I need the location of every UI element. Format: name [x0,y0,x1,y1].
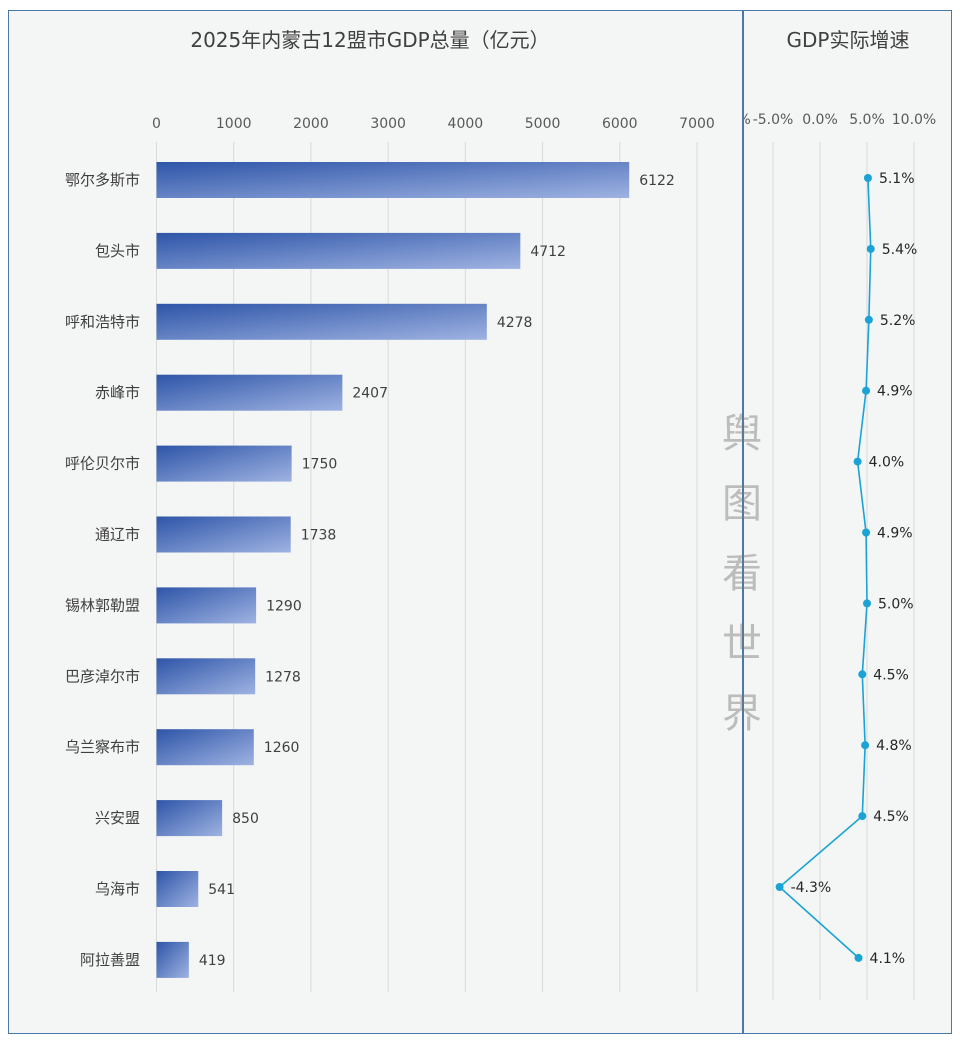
category-label: 包头市 [95,242,140,260]
data-label: 4.5% [873,809,909,825]
x-tick-label: 4000 [448,116,484,132]
gdp-total-chart-title: 2025年内蒙古12盟市GDP总量（亿元） [190,28,550,52]
data-point [858,670,867,679]
x-tick-label: -5.0% [753,112,794,128]
data-point [864,315,873,324]
data-point [775,883,784,891]
category-label: 乌兰察布市 [65,738,140,756]
watermark-char: 界 [722,691,762,737]
watermark-char: 舆 [722,411,762,457]
x-tick-label: 2000 [293,116,329,132]
category-label: 锡林郭勒盟 [65,596,140,614]
data-point [863,174,872,182]
bar [156,729,254,766]
watermark-char: 图 [722,481,762,527]
x-tick-label: 3000 [370,116,406,132]
bar [156,374,343,411]
bar [156,303,487,340]
bar [156,162,630,198]
data-label: 4.1% [870,951,906,967]
category-label: 呼伦贝尔市 [65,455,140,473]
data-point [862,528,871,537]
data-label: 4.8% [876,738,912,754]
x-tick-label: 0 [152,116,161,132]
bar [156,658,256,695]
data-label: 1260 [264,740,300,756]
bar [156,800,223,837]
data-label: 1290 [266,598,302,614]
category-label: 阿拉善盟 [80,951,140,969]
x-tick-label: 5.0% [849,112,885,128]
data-label: 4.0% [869,455,905,471]
category-label: 兴安盟 [95,809,140,827]
gdp-growth-chart-title: GDP实际增速 [786,28,910,52]
category-label: 赤峰市 [95,384,140,402]
panel-divider [742,10,744,1034]
data-label: 5.2% [880,313,916,329]
data-label: 4278 [497,315,533,331]
data-point [854,953,863,962]
bar [156,941,189,978]
data-label: 4712 [530,244,566,260]
bar [156,587,257,624]
data-label: 4.5% [873,667,909,683]
x-tick-label: 7000 [679,116,715,132]
data-label: 1750 [302,457,338,473]
bar [156,232,521,269]
data-label: 4.9% [877,384,913,400]
category-label: 巴彦淖尔市 [65,667,140,685]
watermark-char: 世 [722,621,762,667]
data-label: 2407 [352,386,388,402]
bar [156,516,291,553]
data-label: 5.0% [878,596,914,612]
x-tick-label: 0.0% [802,112,838,128]
data-point [862,386,871,395]
x-tick-label: 1000 [216,116,252,132]
data-label: 1278 [265,669,301,685]
bar [156,871,199,907]
category-label: 呼和浩特市 [65,313,140,331]
data-label: 6122 [639,173,675,189]
data-label: 4.9% [877,526,913,542]
data-point [858,812,867,821]
watermark-char: 看 [722,551,762,597]
data-label: 1738 [301,528,337,544]
data-label: 850 [232,811,259,827]
data-point [861,741,870,750]
data-point [863,599,871,608]
data-point [853,457,862,466]
data-label: 541 [208,882,235,898]
data-label: 5.1% [879,171,915,187]
series-line [778,177,872,959]
x-tick-label: 10.0% [892,112,936,128]
data-point [866,244,875,253]
x-tick-label: -10.0% [701,112,751,128]
x-tick-label: 6000 [602,116,638,132]
data-label: 419 [199,953,226,969]
bar [156,445,292,482]
category-label: 乌海市 [95,880,140,898]
data-label: -4.3% [791,880,832,896]
category-label: 鄂尔多斯市 [65,171,140,189]
category-label: 通辽市 [95,526,140,544]
data-label: 5.4% [882,242,918,258]
x-tick-label: 5000 [525,116,561,132]
